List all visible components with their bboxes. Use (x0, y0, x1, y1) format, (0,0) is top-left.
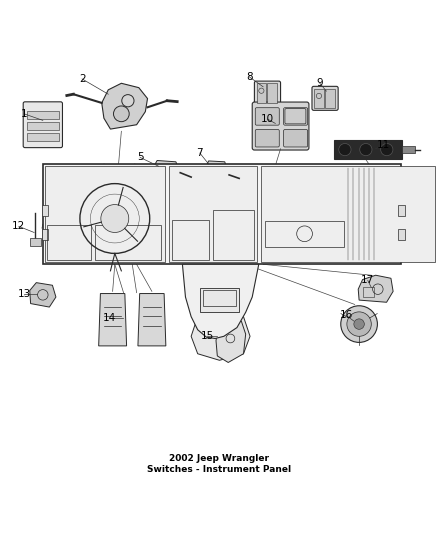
Text: 2: 2 (78, 74, 85, 84)
Bar (265, 221, 343, 247)
Polygon shape (215, 321, 245, 362)
Text: 10: 10 (260, 114, 273, 124)
Bar (47, 225, 91, 260)
Text: 14: 14 (103, 313, 116, 323)
Bar (43, 164, 399, 264)
Text: 9: 9 (316, 78, 322, 88)
Text: 7: 7 (196, 148, 203, 158)
Circle shape (359, 143, 371, 156)
Text: 2002 Jeep Wrangler
Switches - Instrument Panel: 2002 Jeep Wrangler Switches - Instrument… (147, 454, 291, 474)
Polygon shape (357, 275, 392, 302)
FancyBboxPatch shape (23, 102, 62, 148)
Bar (324, 88, 334, 108)
Circle shape (113, 106, 129, 122)
Circle shape (353, 319, 364, 329)
Polygon shape (191, 317, 250, 360)
Bar (363, 287, 374, 297)
Text: 13: 13 (18, 288, 31, 298)
Bar (30, 238, 41, 246)
Text: 5: 5 (137, 152, 143, 163)
Bar (42, 229, 48, 240)
Circle shape (338, 143, 350, 156)
Polygon shape (138, 294, 166, 346)
Polygon shape (99, 294, 126, 346)
Bar (27, 133, 59, 141)
Circle shape (380, 143, 392, 156)
Bar (333, 140, 401, 159)
FancyBboxPatch shape (311, 86, 337, 110)
Circle shape (101, 205, 128, 232)
Polygon shape (152, 160, 180, 183)
Bar (171, 220, 208, 260)
FancyBboxPatch shape (254, 108, 279, 125)
Bar (401, 146, 414, 153)
Text: 8: 8 (245, 72, 252, 82)
Bar (314, 88, 323, 108)
Circle shape (121, 95, 134, 107)
FancyBboxPatch shape (254, 81, 280, 105)
Bar (42, 205, 48, 216)
Text: 1: 1 (21, 109, 27, 119)
Circle shape (346, 312, 371, 336)
Bar (260, 166, 434, 262)
Circle shape (340, 306, 377, 342)
FancyBboxPatch shape (283, 108, 307, 125)
Text: 16: 16 (339, 310, 352, 320)
FancyBboxPatch shape (283, 130, 307, 147)
Bar (169, 166, 256, 262)
Bar (95, 225, 160, 260)
FancyBboxPatch shape (284, 109, 305, 124)
Bar (27, 123, 59, 130)
Bar (397, 205, 404, 216)
Text: 11: 11 (376, 140, 389, 150)
FancyBboxPatch shape (254, 130, 279, 147)
Polygon shape (30, 282, 56, 307)
Bar (27, 111, 59, 119)
Bar (199, 288, 239, 312)
Bar (267, 83, 276, 103)
Text: 17: 17 (360, 276, 374, 286)
Bar (397, 229, 404, 240)
FancyBboxPatch shape (252, 102, 308, 150)
Bar (202, 290, 235, 306)
Bar (45, 166, 165, 262)
Polygon shape (204, 161, 229, 188)
Polygon shape (182, 264, 258, 338)
Text: 15: 15 (200, 332, 213, 341)
Text: 12: 12 (12, 221, 25, 231)
Bar (212, 210, 254, 260)
Polygon shape (102, 83, 147, 129)
Bar (256, 83, 265, 103)
